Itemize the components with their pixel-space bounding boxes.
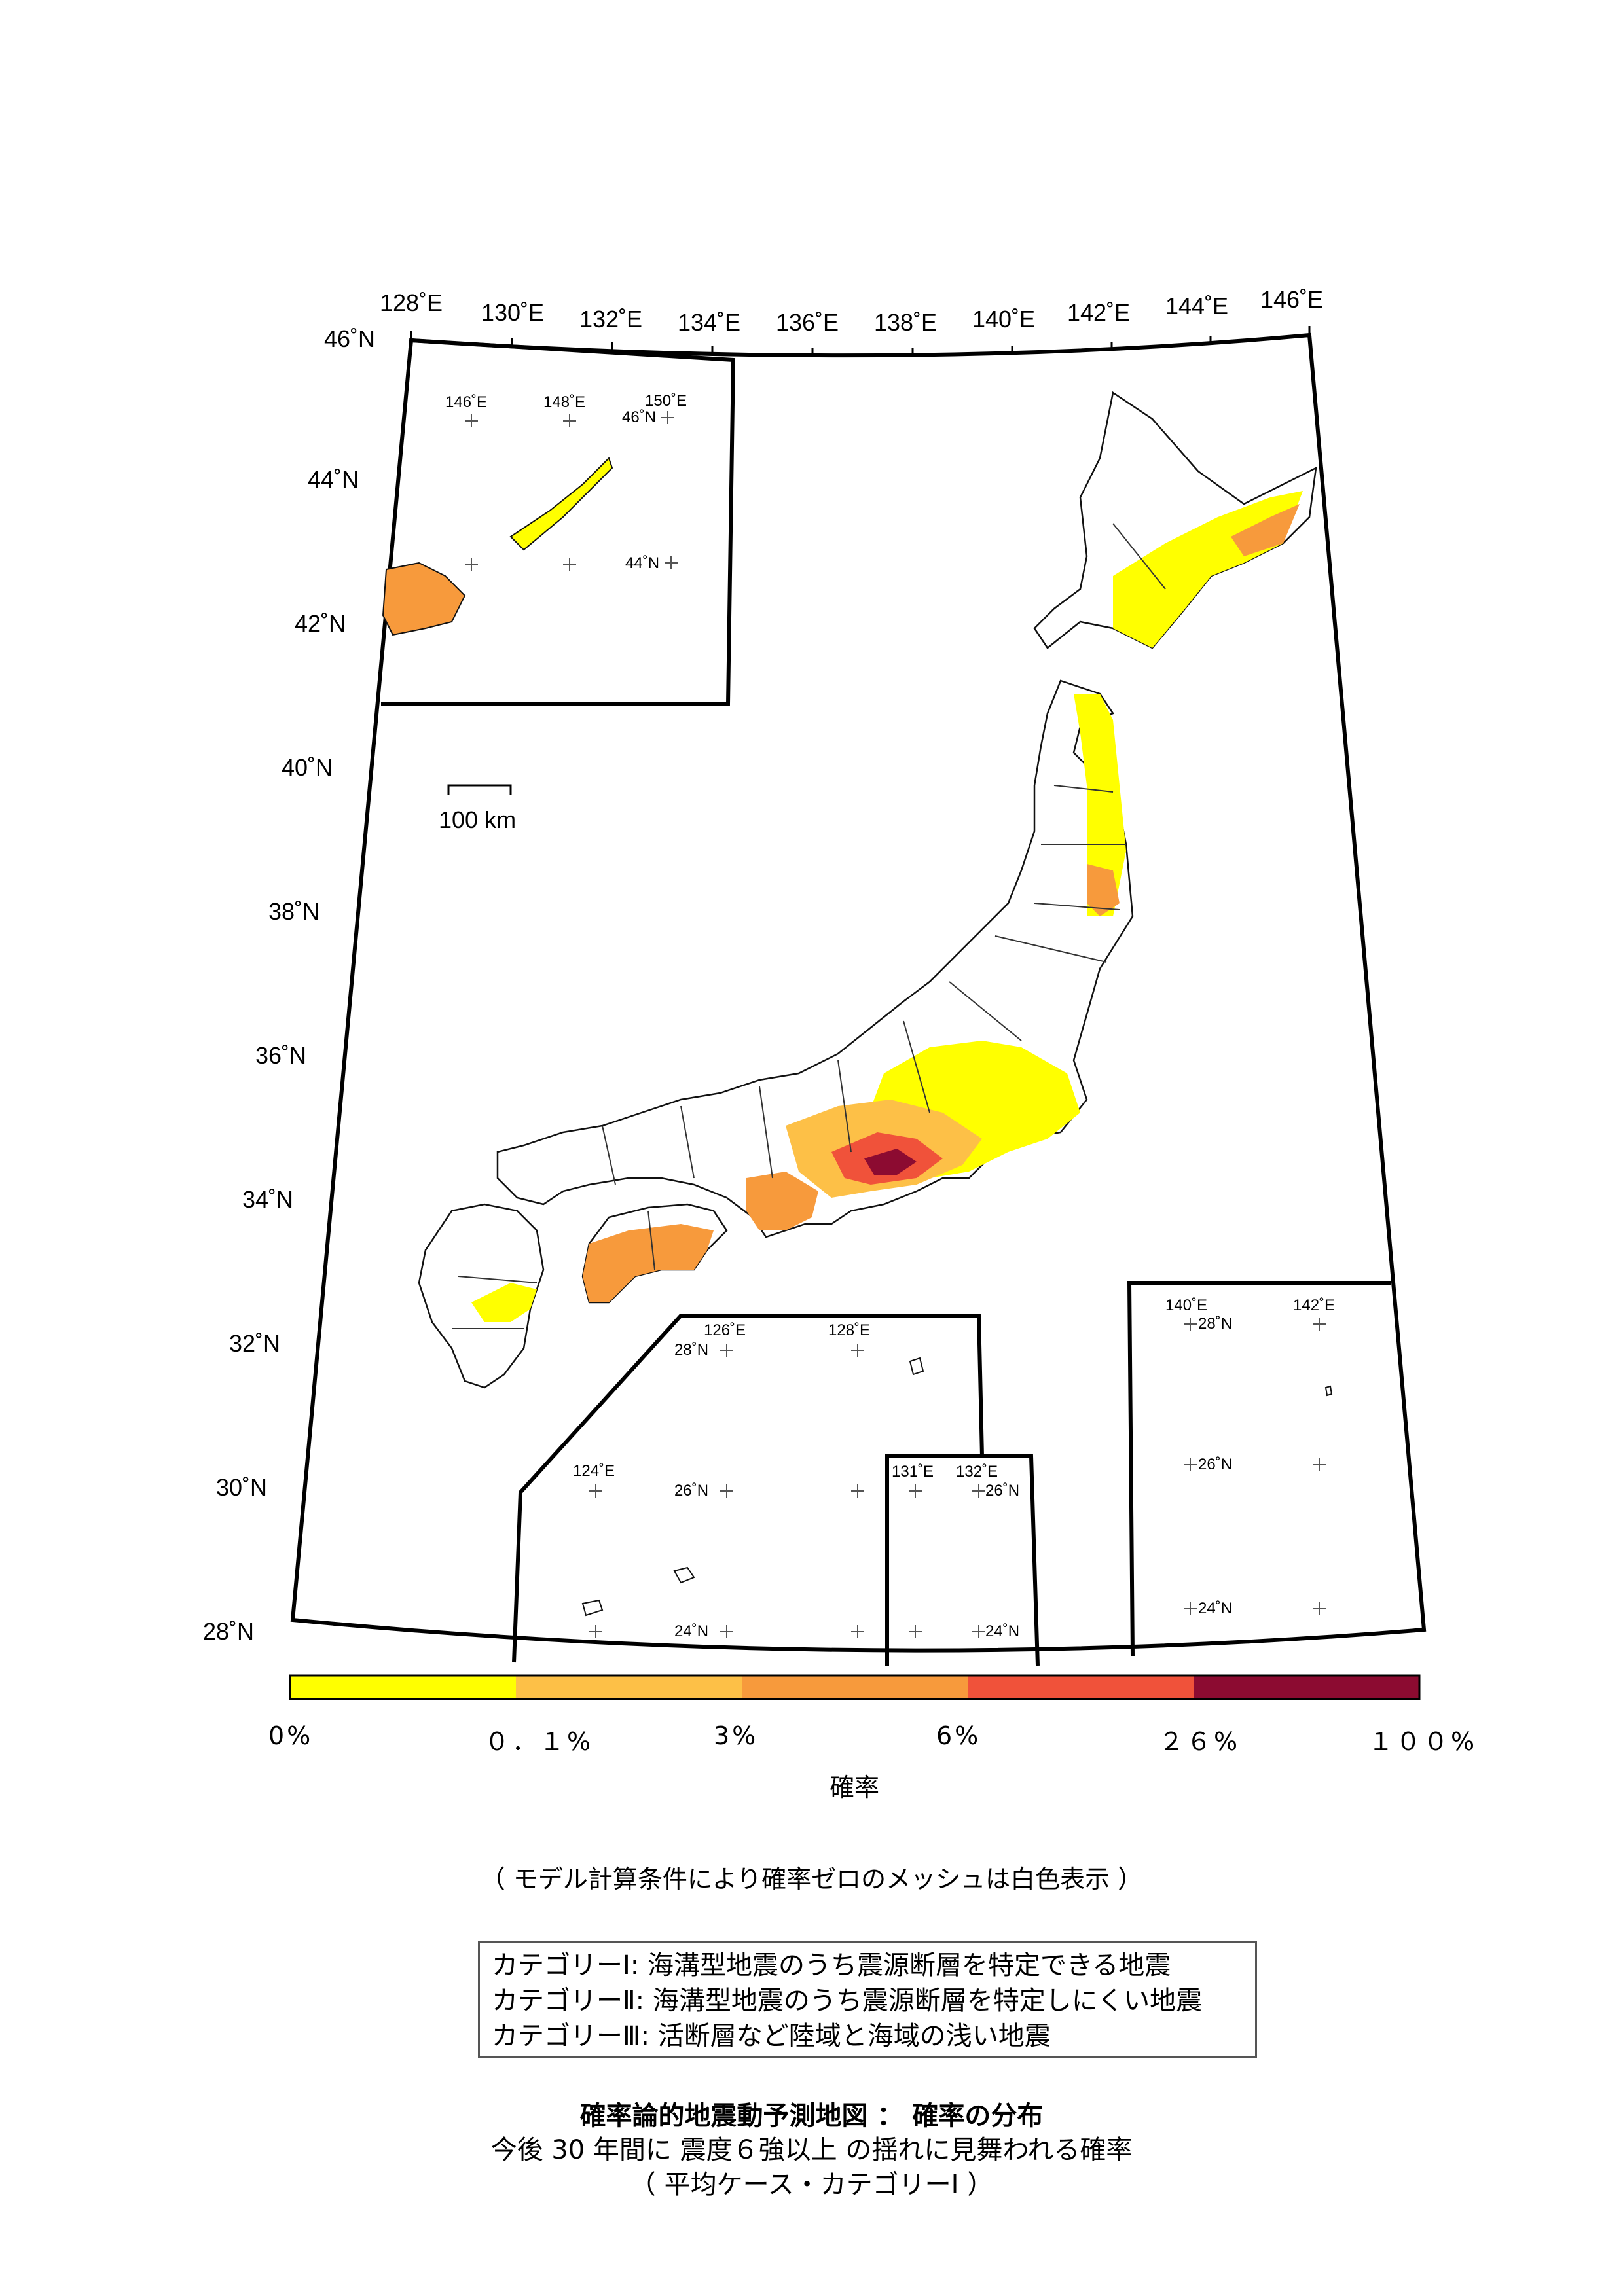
inset-lat-label: 44˚N	[625, 554, 659, 572]
lon-labels-top: 128˚E 130˚E 132˚E 134˚E 136˚E 138˚E 140˚…	[380, 286, 1323, 336]
map-subtitle-case: （ 平均ケース・カテゴリーⅠ ）	[629, 2170, 994, 2200]
inset-lat-label: 28˚N	[1198, 1315, 1232, 1333]
inset-lat-label: 24˚N	[985, 1623, 1019, 1640]
inset-lon-label: 128˚E	[828, 1321, 870, 1339]
lat-label: 38˚N	[268, 898, 319, 925]
inset-lon-label: 124˚E	[573, 1462, 615, 1480]
lon-label: 128˚E	[380, 289, 443, 316]
lon-label: 138˚E	[874, 309, 937, 336]
colorbar-segment	[742, 1676, 968, 1699]
colorbar-segment	[516, 1676, 742, 1699]
inset-lat-label: 26˚N	[1198, 1456, 1232, 1473]
land-ogasawara-islands	[1324, 1385, 1333, 1397]
land-kuril-islands	[509, 457, 613, 551]
inset-daito-frame	[885, 1454, 1040, 1666]
colorbar-ticks: 0% ０．１% 3% 6% ２６% １００%	[0, 1721, 1623, 1756]
lat-label: 40˚N	[282, 754, 333, 781]
lon-label: 136˚E	[776, 309, 839, 336]
hazard-zone-kyushu	[471, 1283, 537, 1322]
lat-label: 44˚N	[308, 466, 359, 493]
inset-lat-label: 24˚N	[1198, 1600, 1232, 1617]
inset-kuril: 146˚E 148˚E 150˚E 46˚N 44˚N	[382, 392, 687, 636]
hazard-zone-tohoku	[1074, 694, 1126, 916]
inset-lat-label: 28˚N	[674, 1341, 708, 1359]
inset-lon-label: 132˚E	[956, 1463, 998, 1480]
hazard-map: 128˚E 130˚E 132˚E 134˚E 136˚E 138˚E 140˚…	[203, 286, 1427, 1700]
inset-lat-label: 26˚N	[985, 1482, 1019, 1499]
top-ticks	[410, 326, 1311, 357]
inset-lon-label: 146˚E	[445, 393, 487, 411]
colorbar-tick: 6%	[936, 1721, 981, 1750]
map-subtitle: 今後 30 年間に 震度６強以上 の揺れに見舞われる確率	[490, 2135, 1133, 2165]
colorbar-tick: 3%	[714, 1721, 759, 1750]
colorbar	[289, 1674, 1421, 1700]
hazard-zone-miyagi	[1087, 864, 1120, 916]
scale-bar-label: 100 km	[439, 806, 516, 833]
lon-label: 144˚E	[1165, 293, 1228, 319]
lat-labels-left: 46˚N 44˚N 42˚N 40˚N 38˚N 36˚N 34˚N 32˚N …	[203, 325, 375, 1645]
inset-lat-label: 24˚N	[674, 1623, 708, 1640]
inset-lon-label: 150˚E	[645, 392, 687, 410]
land-yaeyama	[581, 1599, 604, 1617]
colorbar-label: 確率	[829, 1773, 879, 1802]
land-amami	[909, 1357, 924, 1376]
colorbar-segment	[290, 1676, 516, 1699]
lon-label: 134˚E	[678, 309, 740, 336]
lon-label: 132˚E	[579, 306, 642, 332]
inset-lat-label: 46˚N	[622, 408, 656, 426]
inset-ogasawara-frame	[1127, 1281, 1391, 1657]
legend-item: カテゴリーⅢ: 活断層など陸域と海域の浅い地震	[492, 2021, 1051, 2051]
inset-ryukyu: 126˚E 128˚E 124˚E 28˚N 26˚N 24˚N	[573, 1321, 924, 1640]
lon-label: 142˚E	[1067, 299, 1130, 326]
lat-label: 34˚N	[242, 1186, 293, 1213]
inset-lon-label: 131˚E	[892, 1463, 934, 1480]
lat-label: 46˚N	[324, 325, 375, 352]
land-okinawa	[673, 1566, 695, 1584]
colorbar-tick: 0%	[268, 1721, 314, 1750]
prefecture-boundaries	[452, 523, 1166, 1329]
hazard-zone-kii	[746, 1172, 818, 1230]
hazard-zones	[471, 491, 1303, 1322]
map-title: 確率論的地震動予測地図 ： 確率の分布	[579, 2101, 1044, 2131]
inset-ogasawara: 140˚E 142˚E 28˚N 26˚N 24˚N	[1165, 1297, 1335, 1617]
colorbar-tick: １００%	[1368, 1727, 1478, 1756]
legend-item: カテゴリーⅠ: 海溝型地震のうち震源断層を特定できる地震	[492, 1950, 1171, 1981]
inset-lon-label: 142˚E	[1293, 1297, 1335, 1314]
inset-lat-label: 26˚N	[674, 1482, 708, 1499]
lat-label: 28˚N	[203, 1618, 254, 1645]
zero-probability-note: （ モデル計算条件により確率ゼロのメッシュは白色表示 ）	[480, 1865, 1143, 1893]
colorbar-segment	[968, 1676, 1194, 1699]
lat-label: 30˚N	[216, 1474, 267, 1501]
map-frame	[290, 332, 1427, 1653]
scale-bar: 100 km	[439, 784, 516, 833]
colorbar-tick: ０．１%	[484, 1727, 594, 1756]
lon-label: 130˚E	[481, 299, 544, 326]
hazard-zone-hokkaido-high	[1231, 504, 1300, 556]
lat-label: 36˚N	[255, 1042, 306, 1069]
colorbar-tick: ２６%	[1159, 1727, 1241, 1756]
category-legend: カテゴリーⅠ: 海溝型地震のうち震源断層を特定できる地震 カテゴリーⅡ: 海溝型…	[478, 1941, 1257, 2058]
land-hokkaido-east	[382, 562, 466, 636]
hazard-zone-shikoku	[583, 1224, 714, 1302]
lat-label: 32˚N	[229, 1330, 280, 1357]
lon-label: 140˚E	[972, 306, 1035, 332]
inset-ryukyu-frame	[512, 1314, 984, 1663]
lat-label: 42˚N	[295, 610, 346, 637]
lon-label: 146˚E	[1260, 286, 1323, 313]
inset-daito: 131˚E 132˚E 26˚N 24˚N	[892, 1463, 1019, 1640]
hazard-zone-tokai-max	[864, 1149, 917, 1175]
colorbar-segment	[1194, 1676, 1419, 1699]
inset-kuril-frame	[381, 338, 736, 706]
inset-lon-label: 126˚E	[704, 1321, 746, 1339]
inset-lon-label: 140˚E	[1165, 1297, 1207, 1314]
land-kyushu	[418, 1203, 545, 1389]
inset-lon-label: 148˚E	[543, 393, 585, 411]
legend-item: カテゴリーⅡ: 海溝型地震のうち震源断層を特定しにくい地震	[492, 1986, 1203, 2016]
